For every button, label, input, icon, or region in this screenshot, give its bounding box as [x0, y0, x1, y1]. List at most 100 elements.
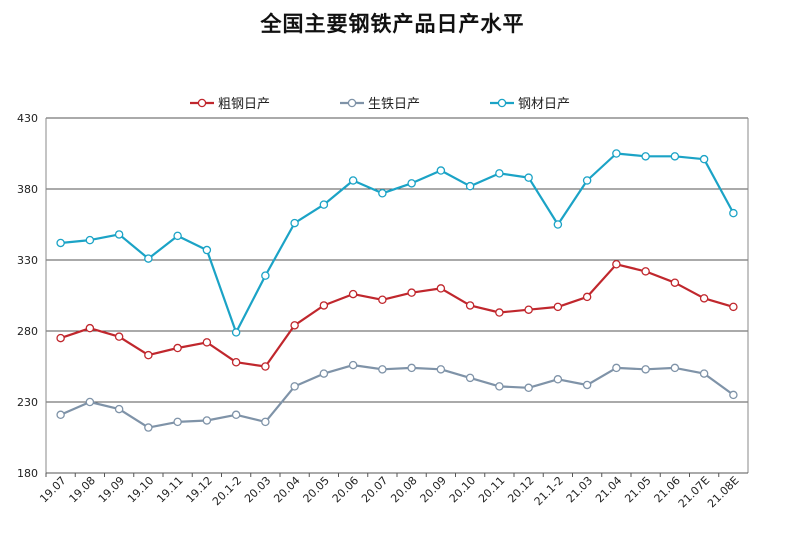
x-tick-label: 19.09: [96, 474, 127, 505]
y-tick-label: 430: [17, 112, 38, 125]
x-tick-label: 20.06: [330, 474, 361, 505]
data-point: [641, 267, 650, 276]
legend-label: 粗钢日产: [218, 97, 270, 112]
data-point: [319, 301, 329, 310]
data-point: [436, 166, 446, 175]
data-point: [114, 230, 124, 239]
data-point: [670, 363, 680, 373]
x-tick-label: 21.03: [564, 474, 595, 505]
data-point: [290, 382, 299, 391]
data-point: [553, 375, 563, 384]
data-point: [582, 176, 592, 185]
data-point: [495, 169, 504, 178]
series-1: [56, 260, 738, 371]
legend-swatch-marker: [347, 98, 357, 108]
legend-swatch-marker: [197, 98, 207, 108]
data-point: [612, 260, 621, 269]
data-point: [202, 245, 212, 255]
legend: 粗钢日产 生铁日产 钢材日产: [190, 97, 570, 112]
data-point: [378, 189, 387, 198]
data-point: [407, 179, 416, 188]
data-point: [670, 278, 680, 287]
y-tick-label: 380: [17, 183, 38, 196]
data-point: [495, 382, 504, 391]
data-point: [699, 369, 709, 378]
data-point: [56, 333, 65, 343]
y-tick-label: 280: [17, 325, 38, 338]
y-axis-ticks: 180 230 280 330 380 430: [17, 112, 38, 480]
data-point: [729, 302, 738, 312]
x-tick-label: 21.04: [593, 474, 624, 505]
data-point: [290, 321, 299, 330]
series-lines: [56, 149, 738, 432]
data-point: [641, 152, 650, 161]
x-tick-label: 21.05: [622, 474, 653, 505]
series-3: [56, 149, 738, 337]
x-tick-label: 20.08: [388, 474, 419, 505]
x-tick-label: 19.07: [37, 474, 68, 505]
data-point: [202, 338, 212, 347]
data-point: [407, 288, 416, 297]
data-point: [729, 390, 738, 400]
data-point: [641, 365, 650, 374]
data-point: [378, 365, 387, 374]
x-tick-label: 19.10: [125, 474, 156, 505]
data-point: [407, 363, 416, 373]
x-tick-label: 20.05: [301, 474, 332, 505]
data-point: [378, 295, 387, 305]
data-point: [495, 308, 504, 317]
series-line: [60, 263, 734, 368]
data-point: [261, 362, 270, 371]
data-point: [261, 417, 270, 427]
data-point: [348, 176, 358, 185]
legend-item-3: 钢材日产: [490, 97, 570, 112]
y-tick-label: 180: [17, 467, 38, 480]
x-tick-label: 20.11: [476, 474, 507, 505]
legend-label: 生铁日产: [368, 97, 420, 112]
data-point: [699, 294, 709, 303]
data-point: [231, 328, 241, 337]
data-point: [319, 369, 329, 378]
y-tick-label: 330: [17, 254, 38, 267]
data-point: [56, 238, 65, 248]
data-point: [465, 301, 475, 310]
data-point: [261, 271, 270, 280]
x-tick-label: 20.03: [242, 474, 273, 505]
y-tick-label: 230: [17, 396, 38, 409]
series-line: [60, 152, 735, 334]
data-point: [582, 292, 592, 302]
series-2: [56, 360, 738, 432]
data-point: [319, 200, 329, 209]
data-point: [670, 152, 680, 161]
data-point: [553, 302, 563, 312]
x-tick-label: 20.1-2: [210, 474, 244, 508]
data-point: [524, 305, 533, 314]
data-point: [231, 357, 241, 367]
data-point: [348, 360, 358, 370]
data-point: [348, 289, 358, 299]
data-point: [582, 380, 592, 390]
data-point: [612, 149, 621, 158]
data-point: [231, 410, 241, 420]
series-line: [60, 364, 735, 429]
x-tick-label: 20.09: [418, 474, 449, 505]
data-point: [465, 373, 475, 383]
data-point: [524, 383, 533, 393]
x-tick-label: 20.10: [447, 474, 478, 505]
data-point: [85, 323, 95, 333]
x-tick-label: 19.11: [154, 474, 185, 505]
data-point: [202, 416, 212, 425]
data-point: [699, 154, 709, 164]
chart-title: 全国主要钢铁产品日产水平: [260, 12, 525, 36]
data-point: [729, 208, 738, 218]
x-tick-label: 19.08: [67, 474, 98, 505]
data-point: [114, 332, 124, 341]
x-tick-label: 21.07E: [676, 474, 712, 510]
data-point: [612, 363, 621, 373]
data-point: [144, 350, 153, 360]
data-point: [173, 417, 182, 427]
data-point: [144, 423, 153, 432]
data-point: [114, 404, 124, 414]
x-tick-label: 20.07: [359, 474, 390, 505]
